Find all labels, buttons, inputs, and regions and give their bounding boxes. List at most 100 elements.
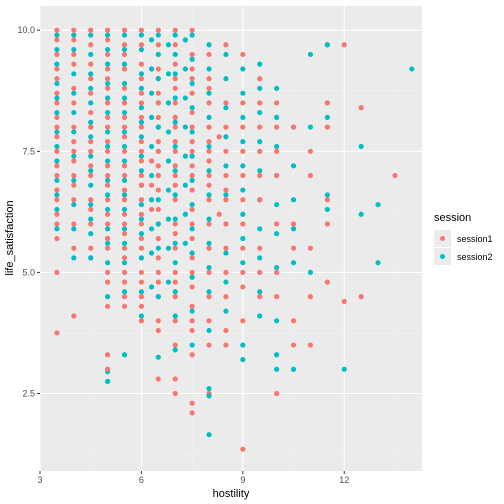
data-point-session1 (274, 390, 280, 397)
data-point-session1 (189, 172, 195, 179)
data-point-session1 (257, 197, 263, 203)
data-point-session2 (88, 216, 94, 222)
data-point-session1 (138, 172, 145, 179)
x-tick-label: 6 (139, 475, 144, 485)
data-point-session2 (182, 182, 188, 188)
data-point-session2 (121, 192, 128, 198)
legend-label-session1: session1 (457, 234, 493, 244)
data-point-session1 (172, 27, 178, 33)
data-point-session2 (121, 289, 128, 295)
data-point-session1 (155, 90, 161, 96)
data-point-session2 (148, 66, 155, 72)
legend: session session1 session2 (434, 212, 493, 265)
data-point-session1 (189, 148, 195, 154)
data-point-session2 (155, 245, 161, 251)
data-point-session1 (88, 197, 94, 203)
data-point-session1 (138, 279, 145, 285)
data-point-session2 (206, 264, 212, 271)
data-point-session1 (240, 124, 246, 130)
data-point-session1 (71, 139, 77, 145)
data-point-session1 (54, 100, 60, 106)
data-point-session1 (155, 139, 161, 145)
data-point-session1 (105, 114, 111, 121)
data-point-session2 (138, 153, 145, 159)
data-point-session1 (240, 51, 246, 58)
data-point-session1 (358, 105, 364, 111)
data-point-session2 (324, 114, 330, 121)
data-point-session1 (172, 294, 178, 300)
data-point-session1 (257, 76, 263, 82)
data-point-session2 (138, 255, 145, 261)
data-point-session2 (148, 284, 155, 290)
data-point-session2 (121, 260, 128, 266)
data-point-session2 (257, 313, 263, 319)
data-point-session2 (206, 216, 212, 222)
data-point-session1 (206, 172, 212, 179)
data-point-session1 (206, 294, 212, 300)
data-point-session2 (121, 109, 128, 116)
data-point-session1 (138, 197, 145, 203)
data-point-session2 (274, 85, 280, 91)
data-point-session2 (172, 71, 178, 77)
data-point-session1 (189, 27, 195, 33)
legend-label-session2: session2 (457, 252, 493, 262)
data-point-session2 (206, 42, 212, 48)
data-point-session1 (172, 279, 178, 285)
data-point-session1 (274, 124, 280, 130)
data-point-session1 (324, 100, 330, 106)
data-point-session1 (240, 284, 246, 290)
data-point-session2 (290, 260, 297, 266)
data-point-session2 (206, 90, 212, 96)
data-point-session1 (189, 352, 195, 358)
data-point-session1 (189, 66, 195, 72)
data-point-session1 (54, 37, 60, 43)
data-point-session1 (105, 269, 111, 276)
data-point-session2 (71, 129, 77, 135)
data-point-session2 (121, 32, 128, 38)
data-point-session1 (307, 172, 314, 179)
data-point-session2 (206, 143, 212, 150)
data-points (54, 27, 415, 452)
data-point-session1 (223, 342, 229, 348)
data-point-session2 (88, 182, 94, 188)
data-point-session1 (138, 61, 145, 67)
data-point-session1 (71, 313, 77, 319)
data-point-session1 (121, 42, 128, 48)
data-point-session2 (155, 51, 161, 58)
data-point-session2 (71, 71, 77, 77)
data-point-session2 (121, 226, 128, 232)
data-point-session2 (54, 80, 60, 87)
data-point-session2 (165, 187, 172, 193)
data-point-session2 (155, 221, 161, 227)
data-point-session1 (240, 318, 246, 324)
data-point-session1 (172, 318, 178, 324)
data-point-session2 (223, 105, 229, 111)
data-point-session2 (165, 279, 172, 285)
data-point-session2 (375, 201, 381, 208)
data-point-session1 (121, 231, 128, 237)
data-point-session2 (189, 105, 195, 111)
data-point-session2 (121, 240, 128, 246)
data-point-session2 (240, 342, 246, 348)
data-point-session2 (138, 168, 145, 174)
data-point-session2 (257, 289, 263, 295)
data-point-session1 (189, 284, 195, 290)
data-point-session1 (189, 109, 195, 116)
data-point-session1 (105, 182, 111, 188)
data-point-session1 (121, 51, 128, 58)
data-point-session1 (223, 294, 229, 300)
data-point-session2 (138, 231, 145, 237)
x-tick-label: 3 (37, 475, 42, 485)
data-point-session2 (172, 347, 178, 353)
data-point-session1 (88, 206, 94, 213)
data-point-session1 (71, 148, 77, 154)
data-point-session1 (216, 134, 222, 140)
data-point-session2 (121, 46, 128, 53)
data-point-session2 (189, 274, 195, 280)
data-point-session1 (121, 85, 128, 91)
data-point-session2 (88, 168, 94, 174)
data-point-session2 (172, 192, 178, 198)
data-point-session1 (206, 245, 212, 251)
data-point-session1 (240, 446, 246, 452)
data-point-session1 (206, 148, 212, 154)
